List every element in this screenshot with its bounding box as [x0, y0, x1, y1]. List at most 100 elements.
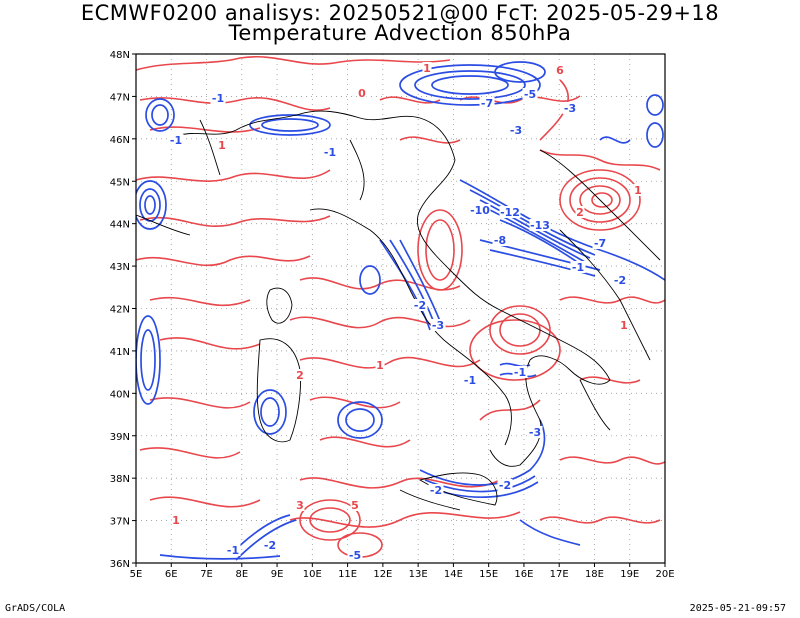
contour-label: 5	[351, 499, 359, 512]
contour-label-bg	[592, 237, 608, 249]
contour-label-bg	[555, 64, 565, 76]
lon-tick-label: 13E	[409, 569, 428, 580]
contour-label: -2	[264, 539, 276, 552]
contour-label-bg	[295, 369, 305, 381]
contour-label: 1	[423, 62, 431, 75]
lon-tick-label: 10E	[303, 569, 322, 580]
lon-tick-label: 6E	[165, 569, 178, 580]
lat-tick-label: 40N	[110, 389, 130, 400]
contour-label-bg	[497, 479, 513, 491]
contour-label-bg	[562, 102, 578, 114]
contour-label-bg	[619, 319, 629, 331]
contour-label-bg	[295, 499, 305, 511]
lon-tick-label: 16E	[514, 569, 533, 580]
contour-label: 0	[358, 87, 366, 100]
lat-tick-label: 46N	[110, 135, 130, 146]
lat-tick-label: 37N	[110, 517, 130, 528]
contour-label-bg	[527, 426, 543, 438]
lat-tick-label: 36N	[110, 559, 130, 570]
lon-tick-label: 15E	[479, 569, 498, 580]
lat-tick-label: 47N	[110, 92, 130, 103]
contour-label-bg	[633, 184, 643, 196]
contour-label-bg	[499, 206, 521, 218]
contour-label-bg	[529, 219, 551, 231]
contour-label-bg	[508, 124, 524, 136]
map-title-line-1: ECMWF0200 analisys: 20250521@00 FcT: 202…	[80, 1, 720, 25]
contour-label-bg	[262, 539, 278, 551]
contour-label-bg	[469, 204, 491, 216]
contour-label-bg	[570, 261, 586, 273]
lat-tick-label: 44N	[110, 220, 130, 231]
contour-label: -1	[170, 134, 182, 147]
contour-label: -5	[349, 549, 361, 562]
lon-tick-label: 9E	[271, 569, 284, 580]
contour-label: 1	[218, 139, 226, 152]
contour-label: 1	[172, 514, 180, 527]
footer-right-timestamp: 2025-05-21-09:57	[689, 603, 786, 614]
footer-left-credit: GrADS/COLA	[5, 603, 66, 614]
contour-label: 6	[556, 64, 564, 77]
lon-tick-label: 14E	[444, 569, 463, 580]
lat-tick-label: 42N	[110, 305, 130, 316]
lon-tick-label: 18E	[585, 569, 604, 580]
lon-tick-label: 20E	[655, 569, 674, 580]
contour-label-bg	[225, 544, 241, 556]
contour-label-bg	[462, 374, 478, 386]
contour-label: -1	[227, 544, 239, 557]
contour-label-bg	[428, 484, 444, 496]
contour-label: -12	[500, 206, 520, 219]
contour-label-bg	[512, 366, 528, 378]
lon-tick-label: 8E	[235, 569, 248, 580]
contour-label: -10	[470, 204, 490, 217]
contour-label: -1	[572, 261, 584, 274]
contour-label: -2	[614, 274, 626, 287]
lon-tick-label: 5E	[130, 569, 143, 580]
axis-ticks: 5E 6E 7E 8E 9E 10E 11E 12E 13E 14E 15E 16E 17E 18E 19E…	[110, 50, 675, 580]
map-title-line-2: Temperature Advection 850hPa	[228, 21, 572, 45]
contour-label: -3	[432, 319, 444, 332]
contour-label-bg	[375, 359, 385, 371]
contour-label-bg	[217, 139, 227, 151]
contour-label: 1	[634, 184, 642, 197]
contour-label-bg	[357, 87, 367, 99]
contour-label: 2	[296, 369, 304, 382]
contour-label-bg	[168, 134, 184, 146]
contour-label: -3	[510, 124, 522, 137]
lat-tick-label: 38N	[110, 474, 130, 485]
contour-label-bg	[612, 274, 628, 286]
contour-label: -8	[494, 234, 506, 247]
contour-label: -2	[414, 299, 426, 312]
lat-tick-label: 43N	[110, 262, 130, 273]
contour-label-bg	[171, 514, 181, 526]
contour-label: -3	[564, 102, 576, 115]
contour-label: -2	[430, 484, 442, 497]
contour-label-bg	[492, 234, 508, 246]
coastlines-and-borders	[136, 110, 661, 511]
contour-label-bg	[430, 319, 446, 331]
contour-label: -1	[464, 374, 476, 387]
contour-label-bg	[479, 97, 495, 109]
contour-label-bg	[422, 62, 432, 74]
contour-label-bg	[347, 549, 363, 561]
contour-label-bg	[210, 92, 226, 104]
contour-label: -1	[514, 366, 526, 379]
contour-label: -1	[324, 146, 336, 159]
lon-tick-label: 12E	[373, 569, 392, 580]
contour-label: -13	[530, 219, 550, 232]
lon-tick-label: 7E	[200, 569, 213, 580]
contour-label: -3	[529, 426, 541, 439]
lat-tick-label: 41N	[110, 347, 130, 358]
contour-label-bg	[575, 206, 585, 218]
lat-tick-label: 39N	[110, 432, 130, 443]
lon-tick-label: 11E	[338, 569, 357, 580]
lat-tick-label: 48N	[110, 50, 130, 61]
contour-label: 3	[296, 499, 304, 512]
contour-label: 1	[620, 319, 628, 332]
contour-label: -1	[212, 92, 224, 105]
contour-label: 1	[376, 359, 384, 372]
contour-label: 2	[576, 206, 584, 219]
contour-label: -2	[499, 479, 511, 492]
contour-label: -5	[524, 88, 536, 101]
lon-tick-label: 19E	[620, 569, 639, 580]
